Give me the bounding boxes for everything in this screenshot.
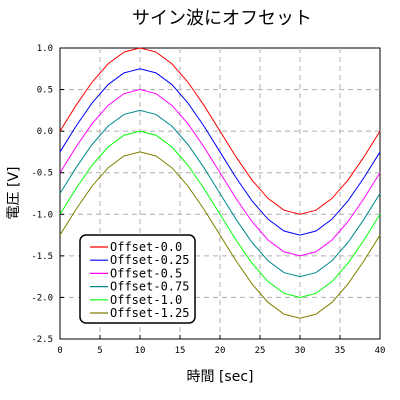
x-axis-label: 時間 [sec] (187, 369, 254, 385)
legend-label: Offset-0.75 (110, 280, 189, 294)
y-tick-label: -0.5 (31, 169, 53, 179)
y-tick-label: 0.0 (37, 127, 53, 137)
legend: Offset-0.0Offset-0.25Offset-0.5Offset-0.… (79, 234, 196, 324)
series-line-3 (59, 109, 381, 278)
y-tick-label: -2.0 (31, 293, 53, 303)
series-line-5 (59, 151, 381, 319)
x-tick-label: 30 (295, 346, 306, 356)
legend-box (79, 234, 196, 324)
x-tick-label: 5 (97, 346, 102, 356)
series-line-0 (59, 47, 381, 215)
x-tick-label: 15 (175, 346, 186, 356)
y-tick-label: -1.5 (31, 252, 53, 262)
legend-label: Offset-0.5 (110, 266, 182, 280)
legend-label: Offset-1.25 (110, 306, 189, 320)
legend-label: Offset-1.0 (110, 293, 182, 307)
y-tick-label: -1.0 (31, 210, 53, 220)
series-lines (59, 47, 381, 319)
x-axis-ticks: 0 5 10 15 20 25 30 35 40 (57, 335, 385, 356)
x-tick-label: 25 (255, 346, 266, 356)
plot-area: 0 5 10 15 20 25 30 35 40 1.0 0.5 0.0 -0.5 -1.0 -1.5 -2… (31, 44, 385, 356)
x-tick-label: 10 (135, 346, 146, 356)
y-axis-label: 電圧 [V] (6, 167, 22, 220)
x-tick-label: 35 (335, 346, 346, 356)
y-tick-label: 0.5 (37, 86, 53, 96)
x-tick-label: 0 (57, 346, 62, 356)
series-line-1 (59, 68, 381, 236)
y-axis-ticks: 1.0 0.5 0.0 -0.5 -1.0 -1.5 -2.0 -2.5 (31, 44, 64, 345)
chart-title: サイン波にオフセット (132, 8, 312, 29)
x-tick-label: 40 (375, 346, 386, 356)
y-tick-label: -2.5 (31, 335, 53, 345)
y-tick-label: 1.0 (37, 44, 53, 54)
x-tick-label: 20 (215, 346, 226, 356)
legend-label: Offset-0.25 (110, 253, 189, 267)
series-line-2 (59, 89, 381, 257)
series-line-4 (59, 130, 381, 298)
legend-label: Offset-0.0 (110, 240, 182, 254)
